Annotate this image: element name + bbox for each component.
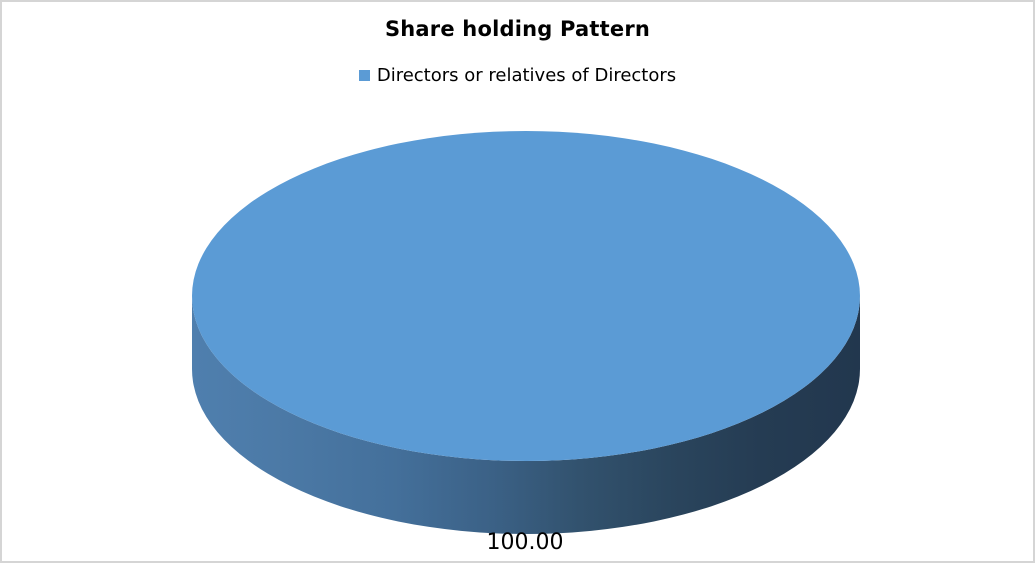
pie-slice-top[interactable]: [192, 131, 860, 461]
legend-item-label: Directors or relatives of Directors: [376, 65, 677, 86]
legend: Directors or relatives of Directors: [2, 65, 1033, 86]
legend-marker-swatch: [358, 70, 370, 81]
legend-marker-icon: [358, 70, 370, 81]
legend-item[interactable]: Directors or relatives of Directors: [358, 65, 677, 86]
chart-title: Share holding Pattern: [384, 17, 651, 41]
pie-slice-side[interactable]: [192, 296, 860, 534]
data-label: 100.00: [486, 530, 564, 555]
